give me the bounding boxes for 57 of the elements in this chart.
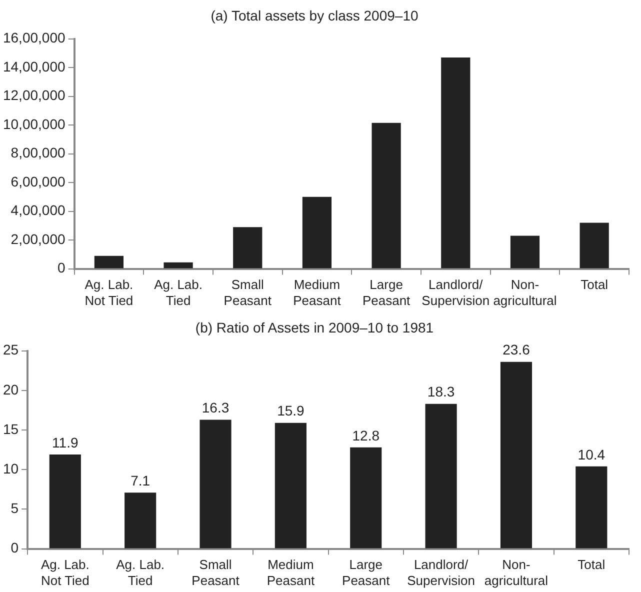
bar [49,454,81,548]
data-label: 18.3 [427,384,455,400]
y-tick-label: 14,00,000 [2,58,66,74]
x-tick-label: Medium Peasant [293,277,342,308]
y-tick-label: 0 [57,260,66,276]
data-label: 15.9 [277,402,305,419]
data-label: 11.9 [52,434,78,450]
bar [274,422,306,548]
y-tick-label: 16,00,000 [2,30,66,46]
bar [164,262,193,268]
x-tick-label: Large Peasant [362,277,411,308]
data-label: 23.6 [502,342,530,358]
y-tick-label: 5 [10,500,19,516]
y-tick-label: 2,00,000 [10,230,66,247]
bar [302,196,332,268]
x-tick-label: Medium Peasant [266,557,315,588]
x-tick-label: Total [580,277,608,292]
chart-title: (a) Total assets by class 2009–10 [210,7,418,24]
x-tick-label: Small Peasant [224,277,272,308]
x-tick-label: Total [578,557,606,572]
bar [233,227,262,268]
chart-title: (b) Ratio of Assets in 2009–10 to 1981 [195,319,434,336]
bar [510,236,540,268]
bar [350,447,382,548]
y-tick-label: 12,00,000 [2,87,66,104]
bar [500,362,532,548]
x-tick-label: Large Peasant [342,557,390,588]
bar [425,404,457,548]
y-tick-label: 10,00,000 [2,116,66,132]
bar [441,57,470,268]
y-tick-label: 4,00,000 [10,202,66,218]
x-tick-label: Ag. Lab. Not Tied [40,557,90,588]
x-tick-label: Landlord/ Supervision [422,277,490,308]
y-tick-label: 6,00,000 [10,173,66,190]
bar [94,256,124,268]
data-label: 16.3 [202,400,230,416]
y-tick-label: 20 [2,381,19,398]
y-tick-label: 0 [10,540,19,556]
bar [124,492,156,548]
y-tick-label: 8,00,000 [10,144,66,161]
x-tick-label: Landlord/ Supervision [407,557,476,588]
data-label: 12.8 [352,427,380,444]
x-tick-label: Non- agricultural [484,557,548,588]
bar [576,466,608,548]
x-tick-label: Ag. Lab. Tied [154,277,203,308]
bar [372,122,401,268]
x-tick-label: Non- agricultural [493,277,557,308]
bar [200,420,232,548]
y-tick-label: 10 [2,460,19,476]
data-label: 10.4 [578,446,606,462]
x-tick-label: Ag. Lab. Tied [116,557,165,588]
x-tick-label: Small Peasant [192,557,240,588]
data-label: 7.1 [130,472,150,488]
x-tick-label: Ag. Lab. Not Tied [84,277,134,308]
bar [580,222,609,268]
y-tick-label: 15 [2,420,19,437]
y-tick-label: 25 [2,342,19,358]
